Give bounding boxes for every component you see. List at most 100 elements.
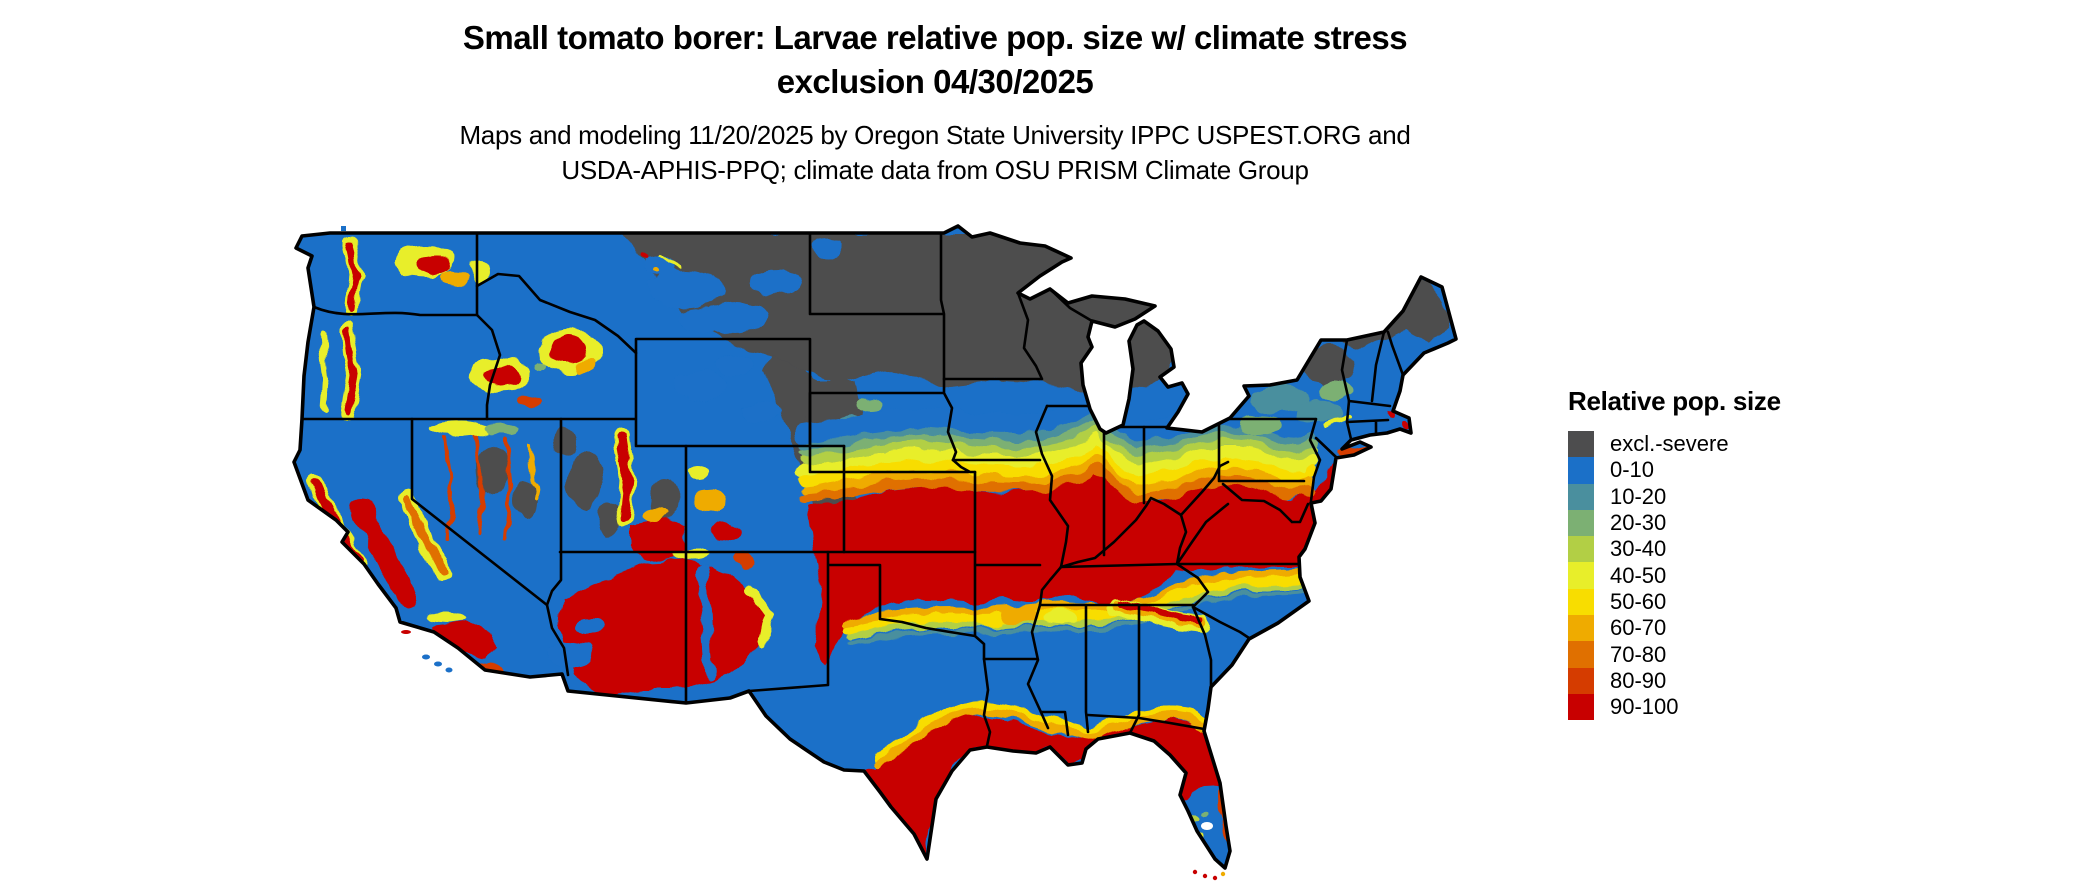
streak-ma-yellow xyxy=(1323,413,1352,427)
legend-swatch-excl-severe xyxy=(1568,431,1594,458)
legend-swatch-10-20 xyxy=(1568,483,1594,510)
streak-or-coastrange xyxy=(319,332,329,413)
blob-sut-red xyxy=(630,518,685,560)
legend-swatch-40-50 xyxy=(1568,562,1594,589)
legend-label: 80-90 xyxy=(1610,667,1667,693)
channel-island-red xyxy=(401,630,411,634)
legend-label: 50-60 xyxy=(1610,588,1667,614)
lake-okeechobee xyxy=(1201,822,1213,830)
blob-wco-yellow xyxy=(686,465,710,479)
mottle-ar2 xyxy=(976,616,1004,628)
streak-or-cascades-red xyxy=(344,328,358,414)
blue-patch-mt2 xyxy=(703,302,767,334)
blob-ne-teal xyxy=(1296,398,1344,422)
legend-item: 70-80 xyxy=(1568,641,1828,668)
map-subtitle-line1: Maps and modeling 11/20/2025 by Oregon S… xyxy=(459,120,1411,150)
legend-swatch-80-90 xyxy=(1568,667,1594,694)
us-map xyxy=(292,224,1458,881)
legend-item: 40-50 xyxy=(1568,562,1828,589)
streak-sierra-orange xyxy=(402,496,446,574)
legend-item: 50-60 xyxy=(1568,588,1828,616)
blob-socal-red xyxy=(430,622,500,658)
blob-sut-orange xyxy=(641,508,669,522)
florida-key-3 xyxy=(1212,875,1218,881)
florida-key-2 xyxy=(1202,873,1208,879)
legend-swatch-70-80 xyxy=(1568,641,1594,668)
zone-excluded-nv3 xyxy=(555,426,575,454)
blue-patch-mt5 xyxy=(644,255,676,275)
map-subtitle-line2: USDA-APHIS-PPQ; climate data from OSU PR… xyxy=(561,155,1309,185)
header: Small tomato borer: Larvae relative pop.… xyxy=(130,16,1740,188)
speck-mt-orange xyxy=(652,267,658,273)
legend-item: 60-70 xyxy=(1568,615,1828,642)
blue-patch-mt1 xyxy=(647,268,723,308)
blob-socal-yellow xyxy=(425,612,465,624)
zone-excluded-nv1 xyxy=(476,444,508,496)
legend-item: 0-10 xyxy=(1568,457,1828,484)
band-nnv-yellow xyxy=(430,420,490,436)
legend-item: 10-20 xyxy=(1568,483,1828,510)
legend-item: 30-40 xyxy=(1568,536,1828,563)
offshore-details xyxy=(341,226,1226,881)
channel-island-1 xyxy=(422,654,430,660)
blob-vt-green xyxy=(1319,382,1351,398)
streak-nv1 xyxy=(443,438,454,542)
zone-excluded-ut2 xyxy=(598,502,622,538)
map-raster xyxy=(294,226,1456,868)
blue-patch-nd xyxy=(812,240,844,260)
channel-island-3 xyxy=(445,667,453,673)
blob-swid-red xyxy=(518,393,542,407)
fleck-fl3 xyxy=(1199,811,1209,817)
blue-patch-wy3 xyxy=(717,355,753,375)
fringe-nm-yellow xyxy=(746,586,774,646)
legend-label: 40-50 xyxy=(1610,562,1667,588)
legend: Relative pop. size excl.-severe 0-10 10-… xyxy=(1568,386,1828,721)
legend-label: 0-10 xyxy=(1610,457,1655,483)
legend-item: excl.-severe xyxy=(1568,431,1828,458)
legend-item: 80-90 xyxy=(1568,667,1828,694)
legend-label: 20-30 xyxy=(1610,510,1667,536)
legend-item: 90-100 xyxy=(1568,693,1828,721)
legend-swatch-0-10 xyxy=(1568,457,1594,484)
blue-patch-wy1 xyxy=(674,371,726,399)
legend-label: 10-20 xyxy=(1610,483,1667,509)
mottle-ar1 xyxy=(1000,607,1040,623)
streak-wa-cascades-red xyxy=(346,240,360,312)
map-title: Small tomato borer: Larvae relative pop.… xyxy=(130,16,1740,104)
blob-sco-red xyxy=(733,552,757,568)
zone-red-az-nm xyxy=(560,560,770,694)
legend-swatch-50-60 xyxy=(1568,588,1594,616)
legend-swatch-30-40 xyxy=(1568,536,1594,563)
channel-island-2 xyxy=(434,661,442,667)
blob-ny-teal xyxy=(1250,386,1310,414)
blob-newa-red xyxy=(417,256,453,274)
map-title-line1: Small tomato borer: Larvae relative pop.… xyxy=(462,19,1408,56)
streak-riogrande-blue xyxy=(697,565,715,680)
zone-excluded-newengland xyxy=(1325,273,1448,348)
blob-wco-red xyxy=(711,521,739,539)
legend-item: 20-30 xyxy=(1568,509,1828,537)
us-map-figure xyxy=(230,170,1540,892)
legend-label: excl.-severe xyxy=(1610,431,1729,457)
map-title-line2: exclusion 04/30/2025 xyxy=(776,63,1094,100)
green-patch-sd xyxy=(856,398,884,412)
zone-excluded-ut1 xyxy=(567,450,603,510)
speck-puget xyxy=(341,226,346,231)
legend-title: Relative pop. size xyxy=(1568,386,1781,416)
legend-swatch-90-100 xyxy=(1568,693,1594,721)
fleck-id-green xyxy=(532,361,548,371)
blue-patch-mt3 xyxy=(752,268,804,296)
zone-excluded-nv2 xyxy=(514,480,538,520)
streak-nv2 xyxy=(473,433,484,537)
legend-label: 90-100 xyxy=(1610,694,1679,720)
speck-mt-red xyxy=(642,255,648,261)
streak-nv4 xyxy=(528,448,538,502)
blue-patch-mt4 xyxy=(680,308,720,332)
florida-key-4 xyxy=(1220,871,1226,877)
mottle-ms xyxy=(1044,610,1076,622)
blob-sawtooth-red xyxy=(550,335,586,361)
streak-longisland-red xyxy=(1335,443,1371,456)
hole-phoenix-blue xyxy=(548,643,592,667)
zone-red-gulf xyxy=(864,716,1098,859)
